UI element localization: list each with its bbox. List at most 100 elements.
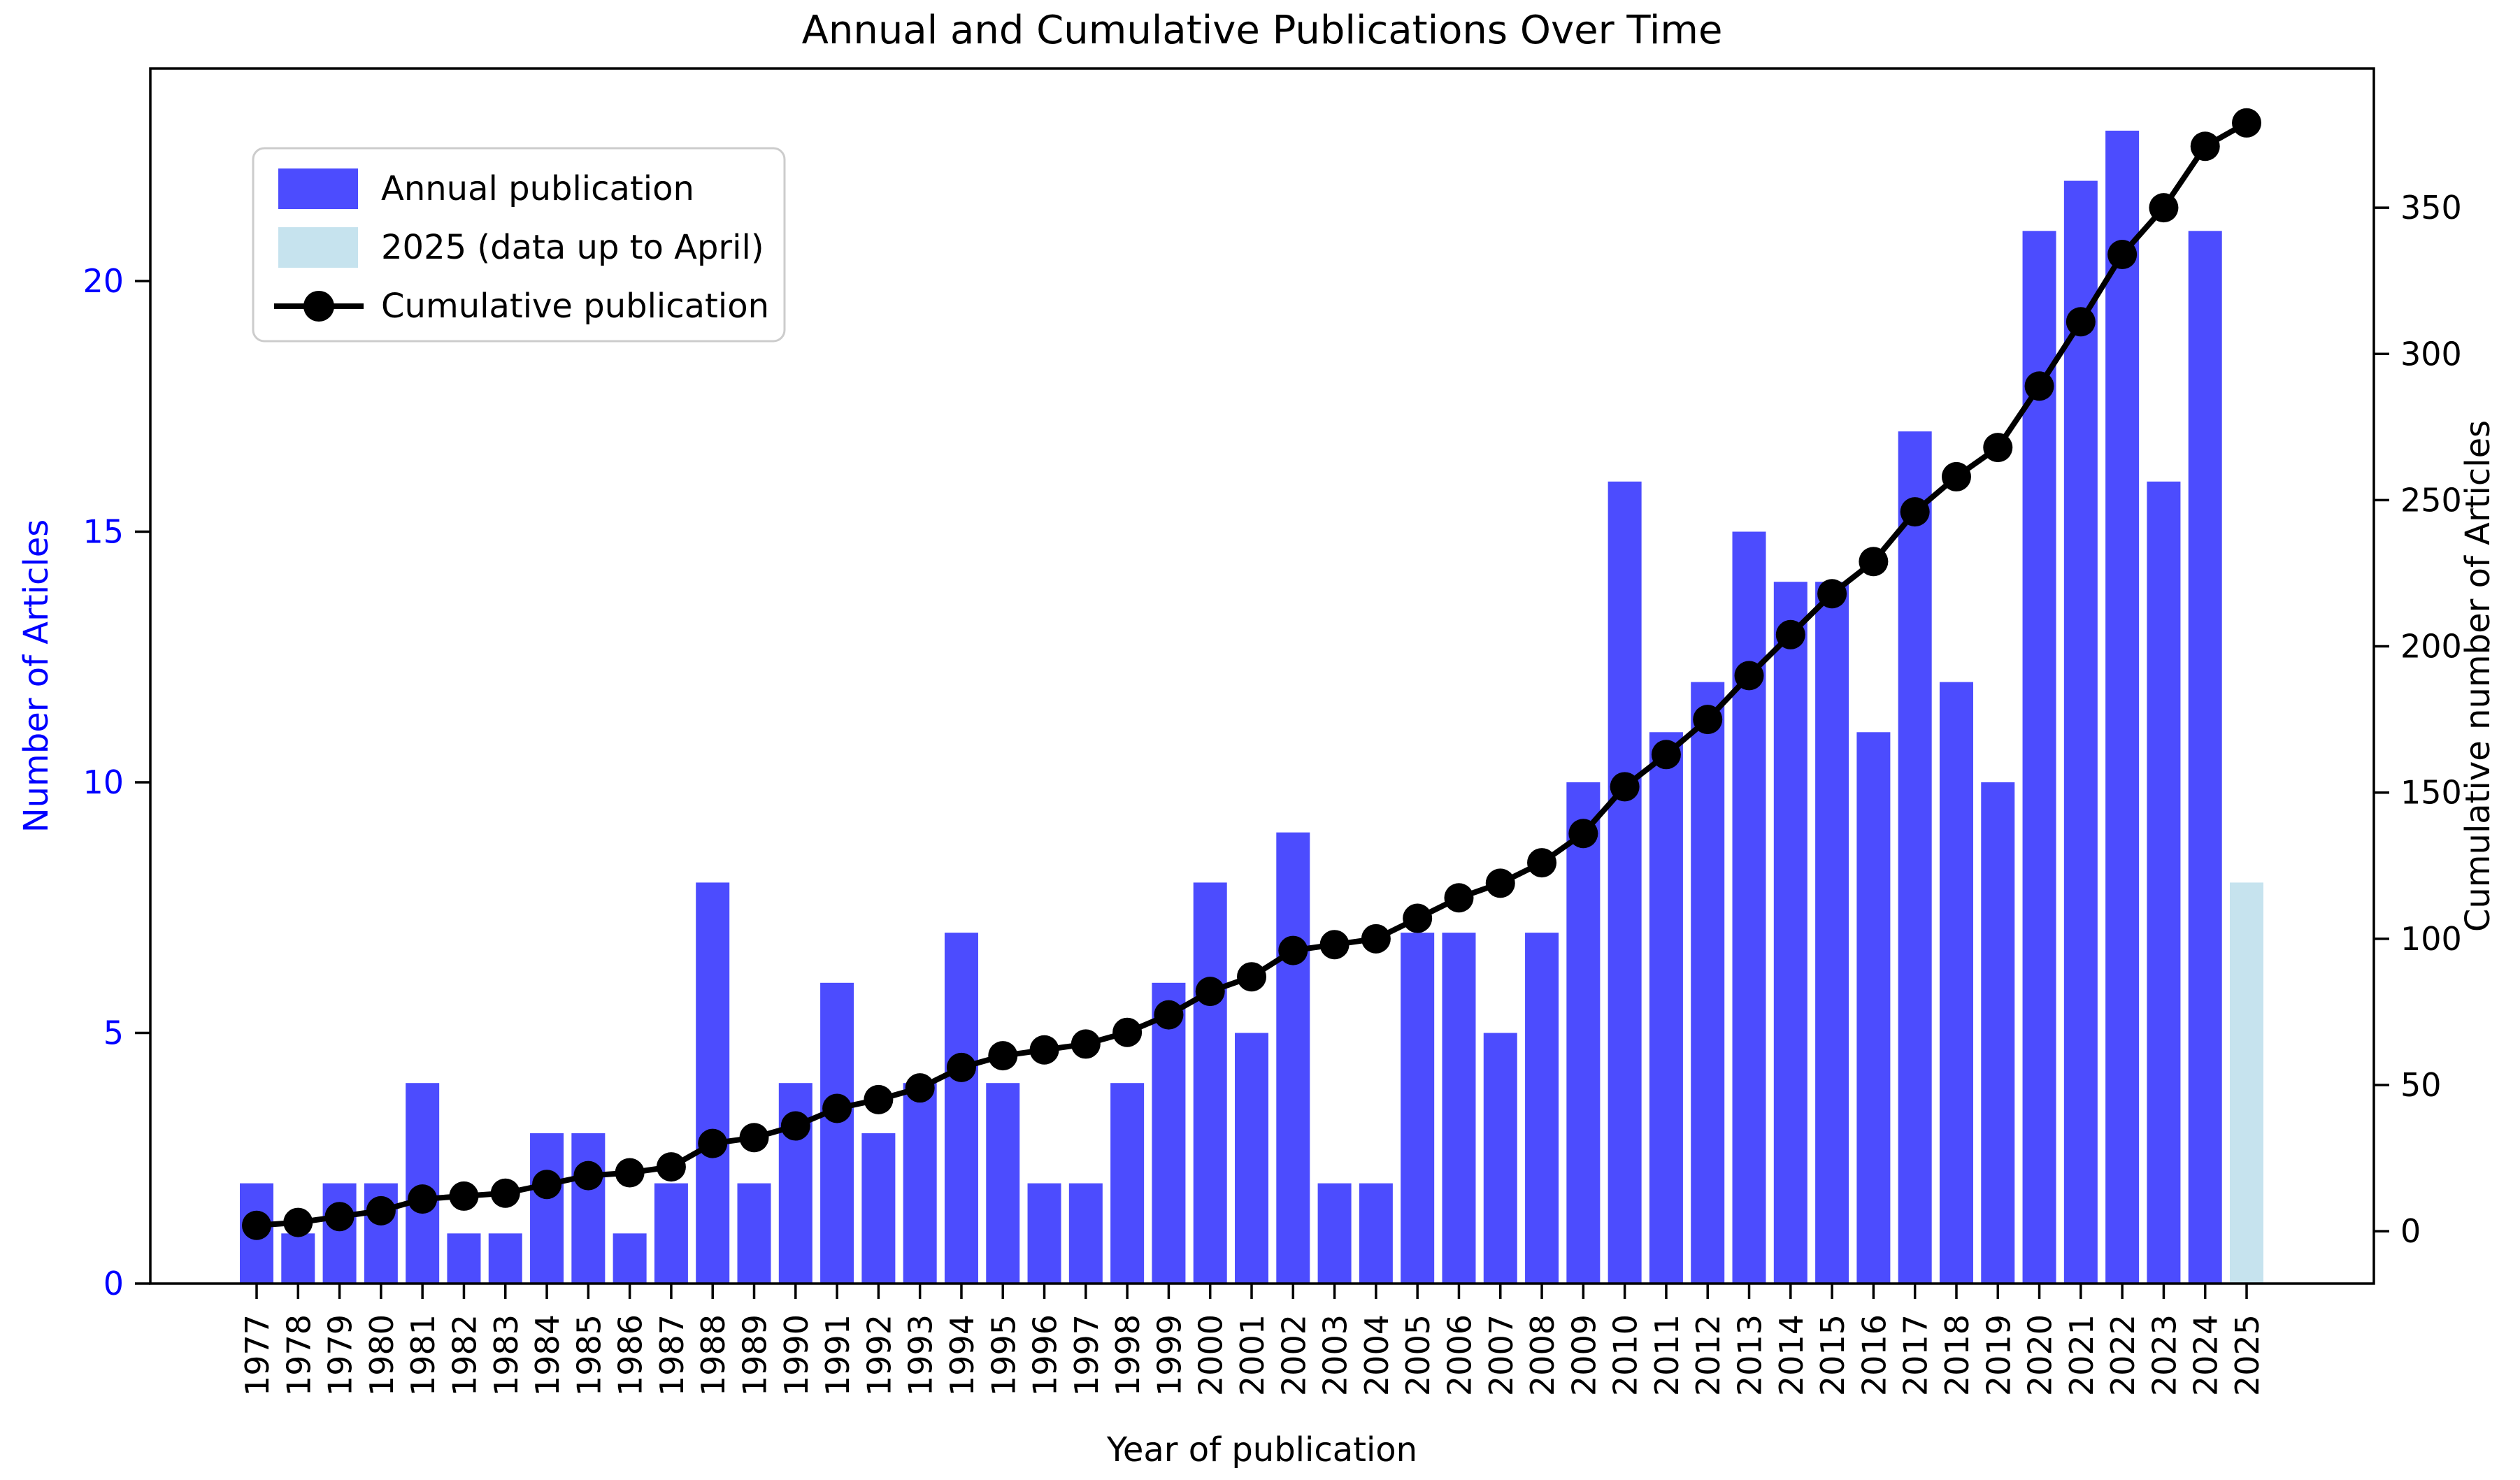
x-tick-label-2023: 2023 bbox=[2145, 1314, 2183, 1396]
left-tick-label-10: 10 bbox=[83, 763, 124, 801]
x-tick-label-1986: 1986 bbox=[612, 1314, 650, 1396]
x-tick-label-2010: 2010 bbox=[1607, 1314, 1645, 1396]
cumulative-point-2016 bbox=[1859, 547, 1889, 577]
annual-bar-1987 bbox=[654, 1183, 688, 1284]
x-tick-label-2002: 2002 bbox=[1275, 1314, 1312, 1396]
cumulative-point-1979 bbox=[324, 1202, 355, 1232]
cumulative-point-2015 bbox=[1817, 579, 1847, 609]
cumulative-point-1992 bbox=[864, 1084, 894, 1114]
cumulative-point-2013 bbox=[1734, 661, 1764, 691]
cumulative-point-1989 bbox=[739, 1123, 769, 1153]
right-tick-label-50: 50 bbox=[2400, 1066, 2442, 1104]
cumulative-point-2003 bbox=[1319, 930, 1350, 960]
cumulative-point-1978 bbox=[283, 1207, 313, 1237]
x-tick-label-1980: 1980 bbox=[363, 1314, 401, 1396]
annual-bar-1979 bbox=[322, 1183, 357, 1284]
annual-bar-2014 bbox=[1773, 582, 1807, 1284]
x-tick-label-2025: 2025 bbox=[2228, 1314, 2266, 1396]
x-tick-label-1989: 1989 bbox=[736, 1314, 774, 1396]
left-y-axis-label: Number of Articles bbox=[17, 519, 56, 833]
right-tick-label-300: 300 bbox=[2400, 335, 2462, 373]
x-tick-label-2014: 2014 bbox=[1773, 1314, 1810, 1396]
x-tick-label-1994: 1994 bbox=[943, 1314, 981, 1396]
highlight-bar-2025 bbox=[2230, 882, 2264, 1284]
cumulative-point-1995 bbox=[988, 1041, 1018, 1071]
right-y-axis: 0 50 100 150 200 250 300 350 bbox=[2374, 189, 2462, 1250]
x-tick-label-1979: 1979 bbox=[322, 1314, 359, 1396]
cumulative-point-2025 bbox=[2232, 108, 2262, 138]
x-tick-label-2019: 2019 bbox=[1980, 1314, 2017, 1396]
cumulative-point-1987 bbox=[656, 1152, 686, 1182]
x-tick-label-2009: 2009 bbox=[1565, 1314, 1603, 1396]
x-tick-label-1992: 1992 bbox=[860, 1314, 898, 1396]
cumulative-point-2009 bbox=[1568, 819, 1598, 849]
annual-bar-2021 bbox=[2063, 180, 2098, 1284]
x-tick-label-1993: 1993 bbox=[902, 1314, 940, 1396]
cumulative-point-2000 bbox=[1195, 977, 1225, 1007]
cumulative-point-2020 bbox=[2024, 371, 2054, 401]
annual-bar-2019 bbox=[1981, 782, 2015, 1284]
x-tick-label-1985: 1985 bbox=[570, 1314, 608, 1396]
annual-bar-1996 bbox=[1027, 1183, 1061, 1284]
annual-bar-2011 bbox=[1649, 732, 1683, 1284]
cumulative-point-2005 bbox=[1403, 903, 1433, 933]
cumulative-point-2004 bbox=[1361, 924, 1391, 954]
annual-bar-1991 bbox=[820, 982, 854, 1284]
annual-bar-1988 bbox=[696, 882, 730, 1284]
cumulative-point-1986 bbox=[615, 1158, 645, 1188]
right-tick-label-0: 0 bbox=[2400, 1212, 2421, 1250]
x-tick-label-1998: 1998 bbox=[1109, 1314, 1147, 1396]
annual-bar-1983 bbox=[488, 1233, 522, 1284]
annual-bar-2022 bbox=[2105, 130, 2140, 1284]
right-tick-label-100: 100 bbox=[2400, 920, 2462, 958]
annual-bar-2012 bbox=[1691, 682, 1725, 1284]
x-tick-label-1990: 1990 bbox=[778, 1314, 815, 1396]
cumulative-point-2008 bbox=[1527, 848, 1557, 878]
annual-bar-1992 bbox=[861, 1133, 896, 1284]
x-tick-label-1978: 1978 bbox=[280, 1314, 317, 1396]
annual-bar-1984 bbox=[530, 1133, 564, 1284]
x-tick-label-2012: 2012 bbox=[1689, 1314, 1727, 1396]
left-y-axis: 0 5 10 15 20 bbox=[83, 262, 150, 1302]
annual-bar-1989 bbox=[737, 1183, 771, 1284]
annual-bar-2003 bbox=[1317, 1183, 1352, 1284]
annual-bar-2017 bbox=[1898, 431, 1932, 1284]
annual-bar-2004 bbox=[1359, 1183, 1393, 1284]
x-tick-label-2011: 2011 bbox=[1648, 1314, 1686, 1396]
x-tick-label-1999: 1999 bbox=[1150, 1314, 1188, 1396]
cumulative-point-2010 bbox=[1610, 772, 1640, 802]
x-tick-label-1995: 1995 bbox=[985, 1314, 1022, 1396]
x-tick-label-1991: 1991 bbox=[819, 1314, 857, 1396]
annual-bar-1978 bbox=[281, 1233, 315, 1284]
annual-bar-1986 bbox=[613, 1233, 647, 1284]
cumulative-point-2017 bbox=[1900, 497, 1930, 527]
x-tick-label-1983: 1983 bbox=[487, 1314, 525, 1396]
right-tick-label-250: 250 bbox=[2400, 481, 2462, 519]
cumulative-point-1997 bbox=[1071, 1029, 1101, 1059]
cumulative-point-1994 bbox=[946, 1052, 976, 1082]
annual-bars bbox=[240, 130, 2264, 1284]
cumulative-point-1984 bbox=[532, 1170, 562, 1200]
x-tick-label-1996: 1996 bbox=[1026, 1314, 1064, 1396]
right-tick-label-350: 350 bbox=[2400, 189, 2462, 227]
cumulative-point-1981 bbox=[408, 1184, 438, 1214]
annual-bar-1994 bbox=[944, 933, 978, 1284]
x-axis-label: Year of publication bbox=[1106, 1430, 1417, 1470]
right-tick-label-150: 150 bbox=[2400, 774, 2462, 812]
x-tick-label-1988: 1988 bbox=[694, 1314, 732, 1396]
cumulative-line-series bbox=[242, 108, 2262, 1240]
annual-bar-2007 bbox=[1483, 1033, 1517, 1284]
chart-title: Annual and Cumulative Publications Over … bbox=[802, 8, 1723, 53]
annual-bar-2002 bbox=[1276, 832, 1310, 1284]
annual-bar-2001 bbox=[1235, 1033, 1269, 1284]
cumulative-point-2002 bbox=[1278, 935, 1308, 965]
x-tick-label-2020: 2020 bbox=[2021, 1314, 2059, 1396]
cumulative-point-1980 bbox=[366, 1195, 396, 1226]
x-tick-label-2016: 2016 bbox=[1855, 1314, 1893, 1396]
annual-bar-1998 bbox=[1110, 1083, 1145, 1284]
cumulative-point-2019 bbox=[1983, 433, 2013, 463]
cumulative-point-1993 bbox=[905, 1073, 935, 1103]
x-tick-label-2021: 2021 bbox=[2063, 1314, 2100, 1396]
cumulative-point-1990 bbox=[780, 1111, 810, 1141]
